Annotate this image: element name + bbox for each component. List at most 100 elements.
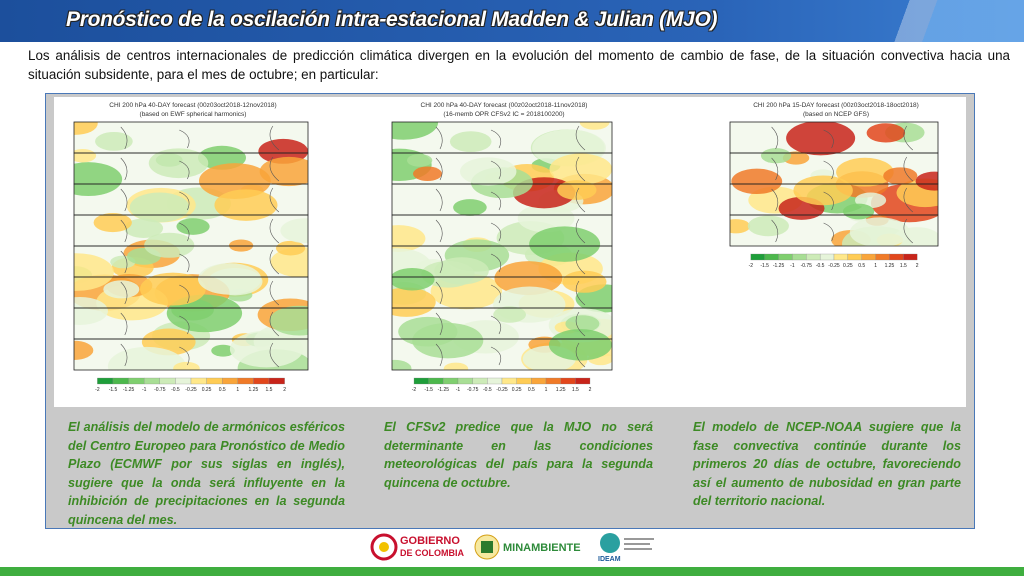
logo-text: MINAMBIENTE xyxy=(503,542,581,554)
coastline xyxy=(435,125,586,151)
colorbar-swatch xyxy=(222,377,238,385)
colorbar-swatch xyxy=(144,377,160,385)
decoration xyxy=(624,548,652,550)
footer-bar xyxy=(0,567,1024,576)
anomaly xyxy=(494,261,563,296)
colorbar-swatch xyxy=(457,377,473,385)
anomaly xyxy=(74,340,94,360)
anomaly xyxy=(74,148,97,163)
anomaly xyxy=(413,166,443,182)
colorbar-label: -0.25 xyxy=(496,387,508,393)
colorbar-label: 1.25 xyxy=(885,263,895,269)
colorbar-label: -0.75 xyxy=(154,387,166,393)
colorbar-swatch xyxy=(443,377,459,385)
coastline xyxy=(120,249,280,275)
colorbar-label: 2 xyxy=(589,387,592,393)
anomaly xyxy=(228,239,254,252)
colorbar-label: -2 xyxy=(95,387,100,393)
colorbar-label: 1.5 xyxy=(572,387,579,393)
colorbar-label: -1 xyxy=(456,387,461,393)
colorbar-label: 1 xyxy=(545,387,548,393)
anomaly xyxy=(173,361,200,370)
anomaly xyxy=(460,157,517,186)
colorbar-swatch xyxy=(875,253,890,261)
colorbar-label: 1.5 xyxy=(900,263,907,269)
anomaly xyxy=(103,280,140,299)
colorbar-swatch xyxy=(531,377,547,385)
colorbar-swatch xyxy=(819,253,835,261)
map-frame xyxy=(391,338,613,371)
coastline xyxy=(120,156,280,182)
colorbar-swatch xyxy=(861,253,876,261)
logos: GOBIERNO DE COLOMBIA MINAMBIENTE IDEAM xyxy=(370,533,654,563)
colorbar-swatch xyxy=(159,377,176,385)
logo-text: DE COLOMBIA xyxy=(400,548,464,558)
colorbar-label: -1.5 xyxy=(424,387,433,393)
logo-text: GOBIERNO xyxy=(400,535,460,547)
colorbar-swatch xyxy=(428,377,444,385)
map-subtitle: (based on EWF spherical harmonics) xyxy=(140,111,247,118)
anomaly xyxy=(259,156,308,187)
anomaly xyxy=(434,257,489,285)
map-frame xyxy=(73,338,309,371)
colorbar-swatch xyxy=(806,253,821,261)
colorbar-label: 1 xyxy=(236,387,239,393)
logo-icon xyxy=(600,533,620,553)
anomaly xyxy=(786,122,856,156)
map-frame xyxy=(729,214,939,247)
coastline xyxy=(435,280,586,306)
map-subtitle: (16-memb OPR CFSv2 IC = 2018100200) xyxy=(443,111,564,118)
colorbar-swatch xyxy=(778,253,793,261)
colorbar-swatch xyxy=(903,253,918,261)
anomaly xyxy=(866,123,906,143)
logo-icon xyxy=(481,541,493,553)
anomaly xyxy=(915,171,938,191)
colorbar-label: 1 xyxy=(874,263,877,269)
colorbar-swatch xyxy=(516,377,532,385)
coastline xyxy=(771,156,913,182)
anomaly xyxy=(74,162,123,196)
anomaly xyxy=(74,253,114,291)
coastline xyxy=(771,218,913,244)
colorbar-label: 0.25 xyxy=(512,387,522,393)
caption: El CFSv2 predice que la MJO no será dete… xyxy=(384,420,653,490)
colorbar-swatch xyxy=(847,253,862,261)
colorbar-swatch xyxy=(268,377,285,385)
colorbar-swatch xyxy=(472,377,488,385)
anomaly xyxy=(275,240,306,256)
anomaly xyxy=(453,199,487,216)
colorbar-label: -0.5 xyxy=(816,263,825,269)
anomaly xyxy=(93,213,132,233)
colorbar-label: 1.25 xyxy=(249,387,259,393)
caption: El análisis del modelo de armónicos esfé… xyxy=(68,420,345,527)
anomaly xyxy=(398,316,458,347)
coastline xyxy=(435,249,586,275)
anomaly xyxy=(565,315,600,333)
colorbar-label: -0.75 xyxy=(801,263,813,269)
colorbar-label: 0.5 xyxy=(219,387,226,393)
anomaly xyxy=(129,192,190,223)
colorbar-label: -2 xyxy=(749,263,754,269)
anomaly xyxy=(144,232,195,258)
anomaly xyxy=(392,287,436,317)
anomaly xyxy=(392,359,412,370)
colorbar-label: -2 xyxy=(412,387,417,393)
colorbar-label: -0.5 xyxy=(171,387,180,393)
colorbar-label: 2 xyxy=(283,387,286,393)
colorbar-swatch xyxy=(190,377,207,385)
colorbar-label: -1.5 xyxy=(760,263,769,269)
coastline xyxy=(435,156,586,182)
colorbar-label: -1.25 xyxy=(123,387,135,393)
coastline xyxy=(435,218,586,244)
map-title: CHI 200 hPa 40-DAY forecast (00z03oct201… xyxy=(109,102,276,109)
colorbar-swatch xyxy=(764,253,779,261)
colorbar-label: 1.5 xyxy=(266,387,273,393)
colorbar-swatch xyxy=(487,377,503,385)
coastline xyxy=(435,311,586,337)
anomaly xyxy=(443,362,469,370)
coastline xyxy=(120,280,280,306)
colorbar-label: -0.25 xyxy=(185,387,197,393)
intro-text: Los análisis de centros internacionales … xyxy=(28,48,1010,82)
colorbar-swatch xyxy=(112,377,129,385)
